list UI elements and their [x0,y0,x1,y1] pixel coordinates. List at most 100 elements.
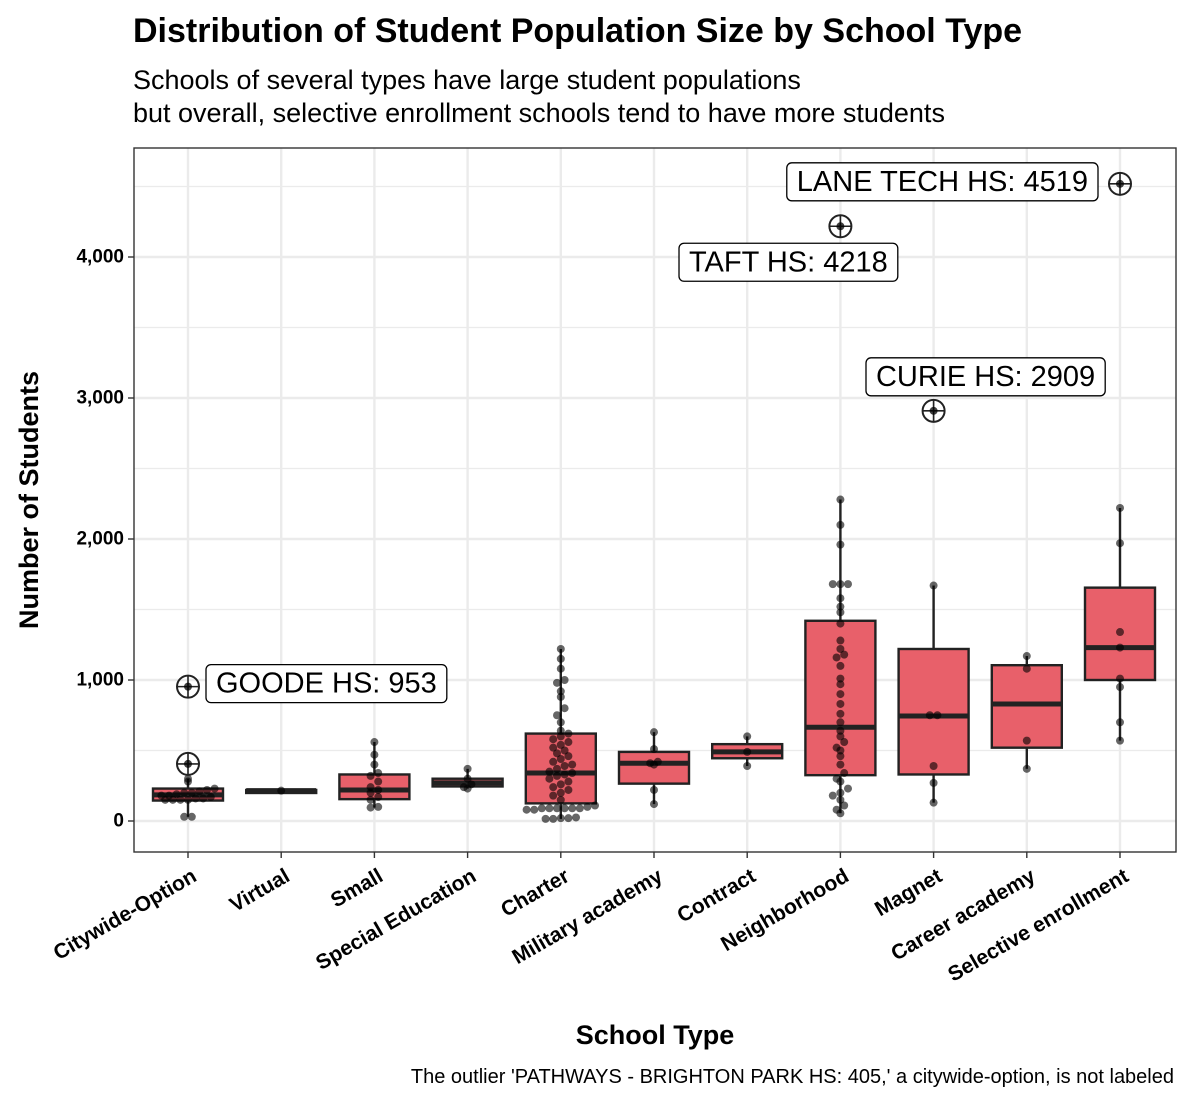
data-point [366,783,375,792]
data-point [929,778,938,787]
data-point [161,795,170,804]
data-point [572,813,580,822]
y-tick-label: 0 [113,811,124,832]
data-point [840,650,849,659]
data-point [374,793,383,802]
data-point [556,654,565,663]
data-point [556,664,565,673]
data-point [575,804,584,813]
y-tick-label: 2,000 [76,529,124,550]
data-point [277,786,286,795]
data-point [545,774,554,783]
y-tick-label: 4,000 [76,247,124,268]
subtitle-line-1: Schools of several types have large stud… [133,65,801,95]
data-point [929,762,938,771]
data-point [191,794,200,803]
data-point [929,581,938,590]
data-point [650,785,658,794]
x-tick-label: Small [327,864,387,912]
data-point [564,752,573,761]
chart-title: Distribution of Student Population Size … [133,12,1023,50]
data-point [541,814,550,823]
annotation-layer: GOODE HS: 953 TAFT HS: 4218 CURIE HS: 2909… [205,162,1106,704]
data-point [929,798,938,807]
data-point [560,804,569,813]
data-point [836,644,845,653]
annotation-text: TAFT HS: 4218 [689,246,888,278]
outlier-point [929,406,938,415]
data-point [1116,683,1124,692]
data-point [836,690,845,699]
data-point [836,674,845,683]
x-tick-label: Special Education [312,864,480,974]
data-point [564,738,573,747]
chart-subtitle: Schools of several types have large stud… [133,64,945,130]
data-point [184,777,192,786]
data-point [836,760,845,769]
data-point [568,804,577,813]
x-axis-title: School Type [576,1020,735,1050]
annotation-text: LANE TECH HS: 4519 [797,166,1088,198]
data-point [553,711,561,720]
annotation-box [865,357,1106,397]
data-point [836,680,845,689]
data-point [463,764,472,773]
data-point [650,745,658,754]
data-point [549,743,558,752]
data-point [836,777,845,786]
data-point [374,802,383,811]
annotation-label: GOODE HS: 953 [205,663,448,704]
annotation-label: CURIE HS: 2909 [865,357,1106,397]
data-point [556,692,565,701]
data-point [560,762,569,771]
data-point [556,780,565,789]
annotation-text: CURIE HS: 2909 [876,361,1095,393]
data-point [553,749,561,758]
data-point [366,771,375,780]
data-point [743,747,752,756]
data-point [836,795,845,804]
data-point [1116,539,1124,548]
outlier-marker [828,214,853,239]
data-point [560,676,569,684]
data-point [650,760,658,769]
panel-border [133,147,1177,853]
data-point [537,804,546,813]
data-point [556,726,565,735]
data-point [836,732,845,741]
data-point [168,795,177,804]
data-point [463,774,472,783]
data-point [187,788,196,797]
data-point [370,760,379,769]
data-point [832,653,841,662]
outlier-marker [1108,171,1132,196]
point-layer [157,495,1124,823]
annotation-label: TAFT HS: 4218 [678,242,899,282]
annotation-box [786,162,1099,202]
data-point [180,812,189,821]
annotation-box [205,663,448,704]
outlier-point [184,682,192,691]
data-point [184,795,192,804]
outlier-marker [176,751,200,776]
data-point [530,805,539,814]
x-tick-label: Magnet [871,864,946,921]
data-point [556,788,565,797]
data-point [374,777,383,786]
chart-caption: The outlier 'PATHWAYS - BRIGHTON PARK HS… [410,1066,1174,1088]
data-point [933,711,942,720]
data-point [836,718,845,727]
data-point [556,718,565,727]
data-point [1116,643,1124,652]
x-tick-label: Military academy [508,864,666,969]
data-point [203,785,211,794]
x-tick-label: Citywide-Option [50,864,201,964]
data-point [463,784,472,793]
data-point [366,795,375,804]
data-point [650,728,658,737]
box-body [897,647,970,776]
outlier-layer [176,171,1132,776]
data-point [840,769,849,778]
data-point [556,740,565,749]
